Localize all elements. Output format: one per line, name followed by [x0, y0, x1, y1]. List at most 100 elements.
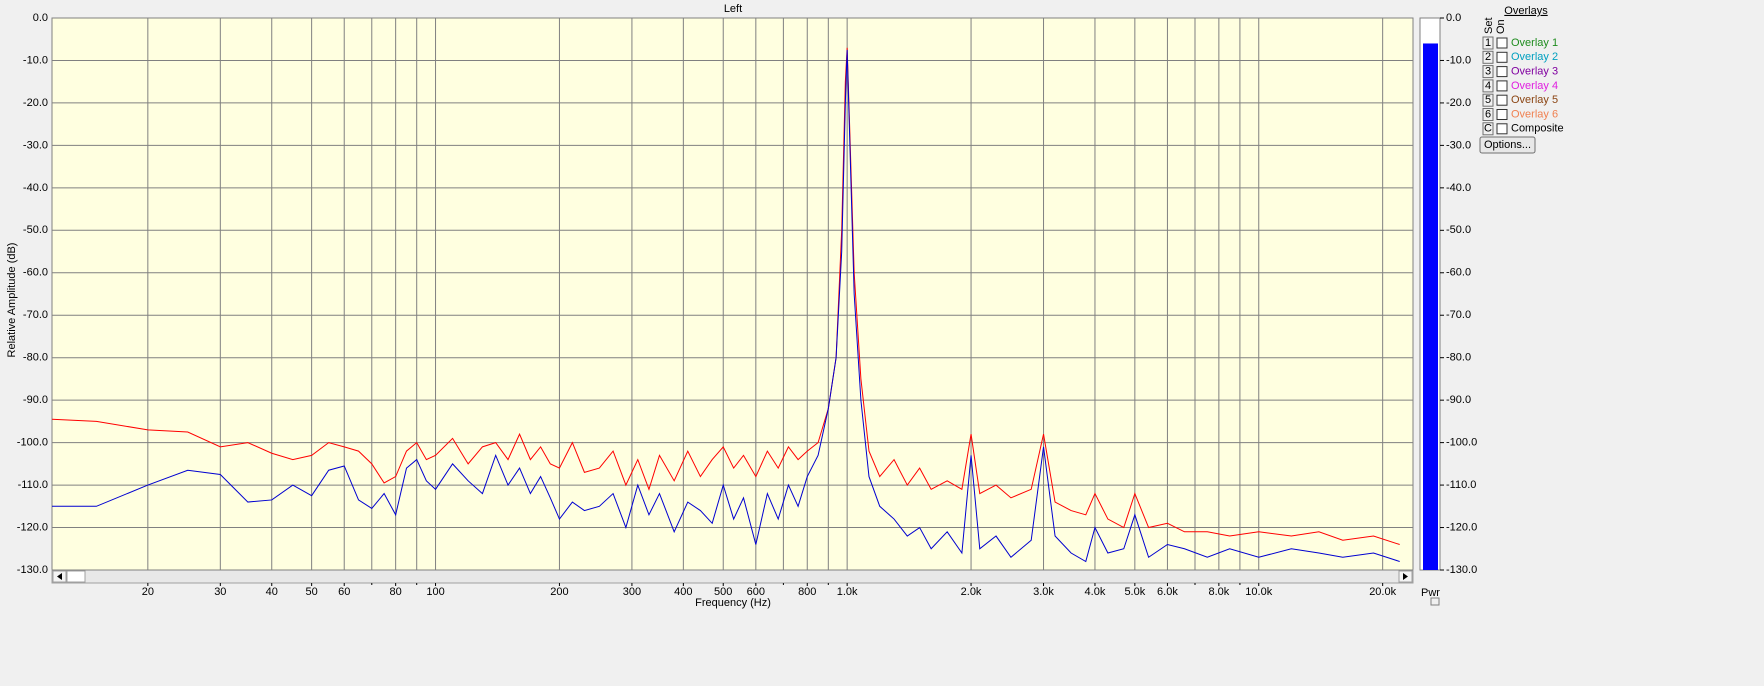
x-tick-label: 10.0k [1245, 586, 1272, 598]
set-button[interactable] [1482, 65, 1494, 79]
x-tick-label: 5.0k [1124, 586, 1145, 598]
overlay-name: Overlay 2 [1511, 51, 1558, 63]
meter-tick-label: 0.0 [1446, 12, 1461, 24]
x-tick-label: 500 [714, 586, 732, 598]
x-tick-label: 4.0k [1085, 586, 1106, 598]
overlay-name: Overlay 5 [1511, 94, 1558, 106]
x-tick-label: 200 [550, 586, 568, 598]
options-label: Options... [1484, 139, 1531, 151]
overlay-checkbox[interactable] [1496, 80, 1508, 92]
x-tick-label: 8.0k [1208, 586, 1229, 598]
x-tick-label: 80 [390, 586, 402, 598]
meter-tick-label: -10.0 [1446, 54, 1471, 66]
set-button[interactable] [1482, 36, 1494, 50]
meter-tick-label: -40.0 [1446, 182, 1471, 194]
overlay-checkbox[interactable] [1496, 37, 1508, 49]
y-axis-label: Relative Amplitude (dB) [6, 243, 18, 358]
set-button[interactable] [1482, 122, 1494, 136]
y-tick-label: -80.0 [23, 352, 48, 364]
meter-tick-label: -80.0 [1446, 352, 1471, 364]
x-tick-label: 20 [142, 586, 154, 598]
x-tick-label: 3.0k [1033, 586, 1054, 598]
y-tick-label: -110.0 [18, 479, 48, 491]
set-label: 5 [1485, 94, 1491, 106]
set-button[interactable] [1482, 108, 1494, 121]
set-label: 1 [1485, 37, 1491, 49]
set-button[interactable] [1482, 93, 1494, 107]
meter-tick-label: -120.0 [1446, 521, 1477, 533]
x-tick-label: 40 [266, 586, 278, 598]
x-tick-label: 400 [674, 586, 692, 598]
plot-series [52, 47, 1400, 563]
options-button[interactable] [1479, 136, 1536, 154]
scrollbar [51, 569, 1414, 584]
overlay-name: Composite [1511, 123, 1564, 135]
set-label: 6 [1485, 108, 1491, 120]
set-label: 4 [1485, 80, 1491, 92]
y-tick-label: 0.0 [33, 12, 48, 24]
x-tick-label: 1.0k [837, 586, 858, 598]
x-tick-label: 6.0k [1157, 586, 1178, 598]
meter-tick-label: -130.0 [1446, 564, 1477, 576]
meter-tick-label: -100.0 [1446, 437, 1477, 449]
meter-tick-label: -110.0 [1446, 479, 1476, 491]
meter-menu[interactable] [1430, 597, 1440, 606]
set-label: C [1484, 123, 1492, 135]
scroll-thumb[interactable] [66, 570, 86, 583]
scroll-track [51, 569, 1414, 584]
overlay-name: Overlay 3 [1511, 66, 1558, 78]
overlay-name: Overlay 1 [1511, 37, 1558, 49]
series-line [52, 47, 1400, 545]
x-axis-label: Frequency (Hz) [695, 597, 771, 609]
set-header: Set [1483, 17, 1495, 34]
set-button[interactable] [1482, 50, 1494, 64]
meter-tick-label: -60.0 [1446, 267, 1471, 279]
meter-tick-label: -50.0 [1446, 224, 1471, 236]
meter-bar [1423, 43, 1438, 570]
meter-label: Pwr [1421, 587, 1440, 599]
meter-tick-label: -20.0 [1446, 97, 1471, 109]
overlay-checkbox[interactable] [1496, 66, 1508, 78]
x-tick-label: 100 [426, 586, 444, 598]
y-tick-label: -130.0 [17, 564, 48, 576]
x-tick-label: 300 [623, 586, 641, 598]
x-tick-label: 30 [214, 586, 226, 598]
y-tick-label: -20.0 [23, 97, 48, 109]
overlay-name: Overlay 4 [1511, 80, 1558, 92]
overlay-checkbox[interactable] [1496, 123, 1508, 135]
on-header: On [1495, 19, 1507, 34]
y-tick-label: -40.0 [23, 182, 48, 194]
y-tick-label: -50.0 [23, 224, 48, 236]
overlays-title: Overlays [1504, 5, 1548, 17]
y-tick-label: -30.0 [23, 139, 48, 151]
meter-tick-label: -90.0 [1446, 394, 1471, 406]
set-label: 3 [1485, 66, 1491, 78]
x-tick-label: 600 [747, 586, 765, 598]
overlay-name: Overlay 6 [1511, 108, 1558, 120]
chart-title: Left [724, 3, 742, 15]
series-line [52, 49, 1400, 563]
set-button[interactable] [1482, 79, 1494, 93]
set-label: 2 [1485, 51, 1491, 63]
y-tick-label: -90.0 [23, 394, 48, 406]
y-tick-label: -60.0 [23, 267, 48, 279]
y-tick-label: -70.0 [23, 309, 48, 321]
x-tick-label: 50 [306, 586, 318, 598]
overlay-checkbox[interactable] [1496, 51, 1508, 63]
x-tick-label: 60 [338, 586, 350, 598]
x-tick-label: 800 [798, 586, 816, 598]
y-tick-label: -10.0 [23, 54, 48, 66]
arrow-icon [1403, 573, 1408, 580]
y-tick-label: -100.0 [17, 437, 48, 449]
y-tick-label: -120.0 [17, 521, 48, 533]
x-tick-label: 2.0k [961, 586, 982, 598]
arrow-icon [57, 573, 62, 580]
overlay-checkbox[interactable] [1496, 109, 1508, 120]
meter-tick-label: -30.0 [1446, 139, 1471, 151]
plot-area [51, 17, 1414, 571]
meter-tick-label: -70.0 [1446, 309, 1471, 321]
overlay-checkbox[interactable] [1496, 94, 1508, 106]
x-tick-label: 20.0k [1369, 586, 1396, 598]
